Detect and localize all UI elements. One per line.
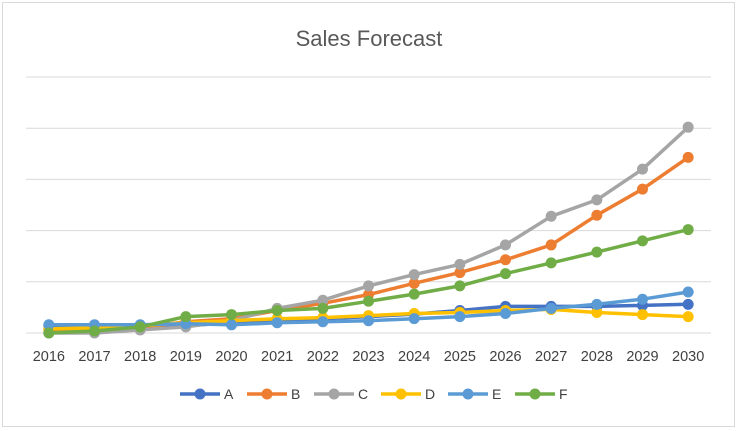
data-point <box>43 327 55 339</box>
data-point <box>454 258 466 270</box>
legend-marker <box>462 388 474 400</box>
data-point <box>682 224 694 236</box>
legend-item-c: C <box>314 386 368 402</box>
data-point <box>226 319 237 331</box>
data-point <box>500 268 511 280</box>
data-point <box>682 121 694 133</box>
data-point <box>591 246 603 258</box>
legend-item-b: B <box>247 386 300 402</box>
x-tick-label: 2030 <box>672 349 704 365</box>
legend-marker <box>328 388 340 400</box>
data-point <box>317 316 329 328</box>
data-point <box>317 294 329 306</box>
data-point <box>454 311 466 323</box>
data-point <box>545 239 557 251</box>
legend-marker <box>395 388 407 400</box>
data-point <box>637 183 648 195</box>
data-point <box>500 254 511 266</box>
legend-label: A <box>224 386 234 402</box>
x-tick-label: 2020 <box>215 349 247 365</box>
legend-label: D <box>425 386 435 402</box>
data-point <box>591 209 603 221</box>
data-point <box>545 257 557 269</box>
data-point <box>363 295 374 307</box>
data-point <box>637 309 648 321</box>
x-tick-label: 2019 <box>170 349 202 365</box>
legend-marker <box>529 388 541 400</box>
x-tick-label: 2029 <box>626 349 658 365</box>
legend-label: E <box>492 386 501 402</box>
data-point <box>682 311 694 323</box>
x-tick-label: 2022 <box>307 349 339 365</box>
data-point <box>545 302 557 314</box>
data-point <box>500 308 511 320</box>
data-point <box>591 307 603 319</box>
data-point <box>545 210 557 222</box>
series-lines <box>43 121 694 339</box>
x-tick-label: 2017 <box>78 349 110 365</box>
data-point <box>363 280 374 292</box>
data-point <box>271 317 283 329</box>
data-point <box>408 277 420 289</box>
legend-marker <box>261 388 273 400</box>
x-tick-label: 2025 <box>444 349 476 365</box>
data-point <box>226 309 237 321</box>
x-tick-label: 2027 <box>535 349 567 365</box>
data-point <box>637 293 648 305</box>
legend-label: B <box>291 386 300 402</box>
x-tick-label: 2024 <box>398 349 430 365</box>
data-point <box>591 298 603 310</box>
x-tick-label: 2016 <box>33 349 65 365</box>
legend-item-e: E <box>448 386 501 402</box>
chart-area <box>2 2 735 427</box>
x-tick-label: 2026 <box>489 349 521 365</box>
data-point <box>408 269 420 281</box>
data-point <box>682 298 694 310</box>
data-point <box>180 311 192 323</box>
data-point <box>637 163 648 175</box>
series-f <box>43 224 694 339</box>
legend-marker <box>194 388 206 400</box>
data-point <box>500 239 511 251</box>
x-tick-label: 2023 <box>352 349 384 365</box>
data-point <box>454 280 466 292</box>
data-point <box>89 325 100 337</box>
legend-label: C <box>358 386 368 402</box>
chart-title: Sales Forecast <box>296 26 443 51</box>
legend-label: F <box>559 386 568 402</box>
data-point <box>43 319 55 331</box>
x-tick-label: 2021 <box>261 349 293 365</box>
legend: A B C D E F <box>180 386 568 402</box>
data-point <box>454 267 466 279</box>
x-axis: 2016 2017 2018 2019 2020 2021 2022 2023 2024 2025… <box>26 332 711 365</box>
legend-item-f: F <box>515 386 568 402</box>
data-point <box>408 313 420 325</box>
data-point <box>682 151 694 163</box>
data-point <box>134 321 146 333</box>
data-point <box>363 315 374 327</box>
legend-item-a: A <box>180 386 234 402</box>
legend-item-d: D <box>381 386 435 402</box>
x-tick-label: 2018 <box>124 349 156 365</box>
data-point <box>637 235 648 247</box>
data-point <box>317 302 329 314</box>
data-point <box>408 288 420 300</box>
x-tick-label: 2028 <box>581 349 613 365</box>
gridlines <box>26 76 711 283</box>
data-point <box>271 304 283 316</box>
data-point <box>682 286 694 298</box>
data-point <box>591 194 603 206</box>
